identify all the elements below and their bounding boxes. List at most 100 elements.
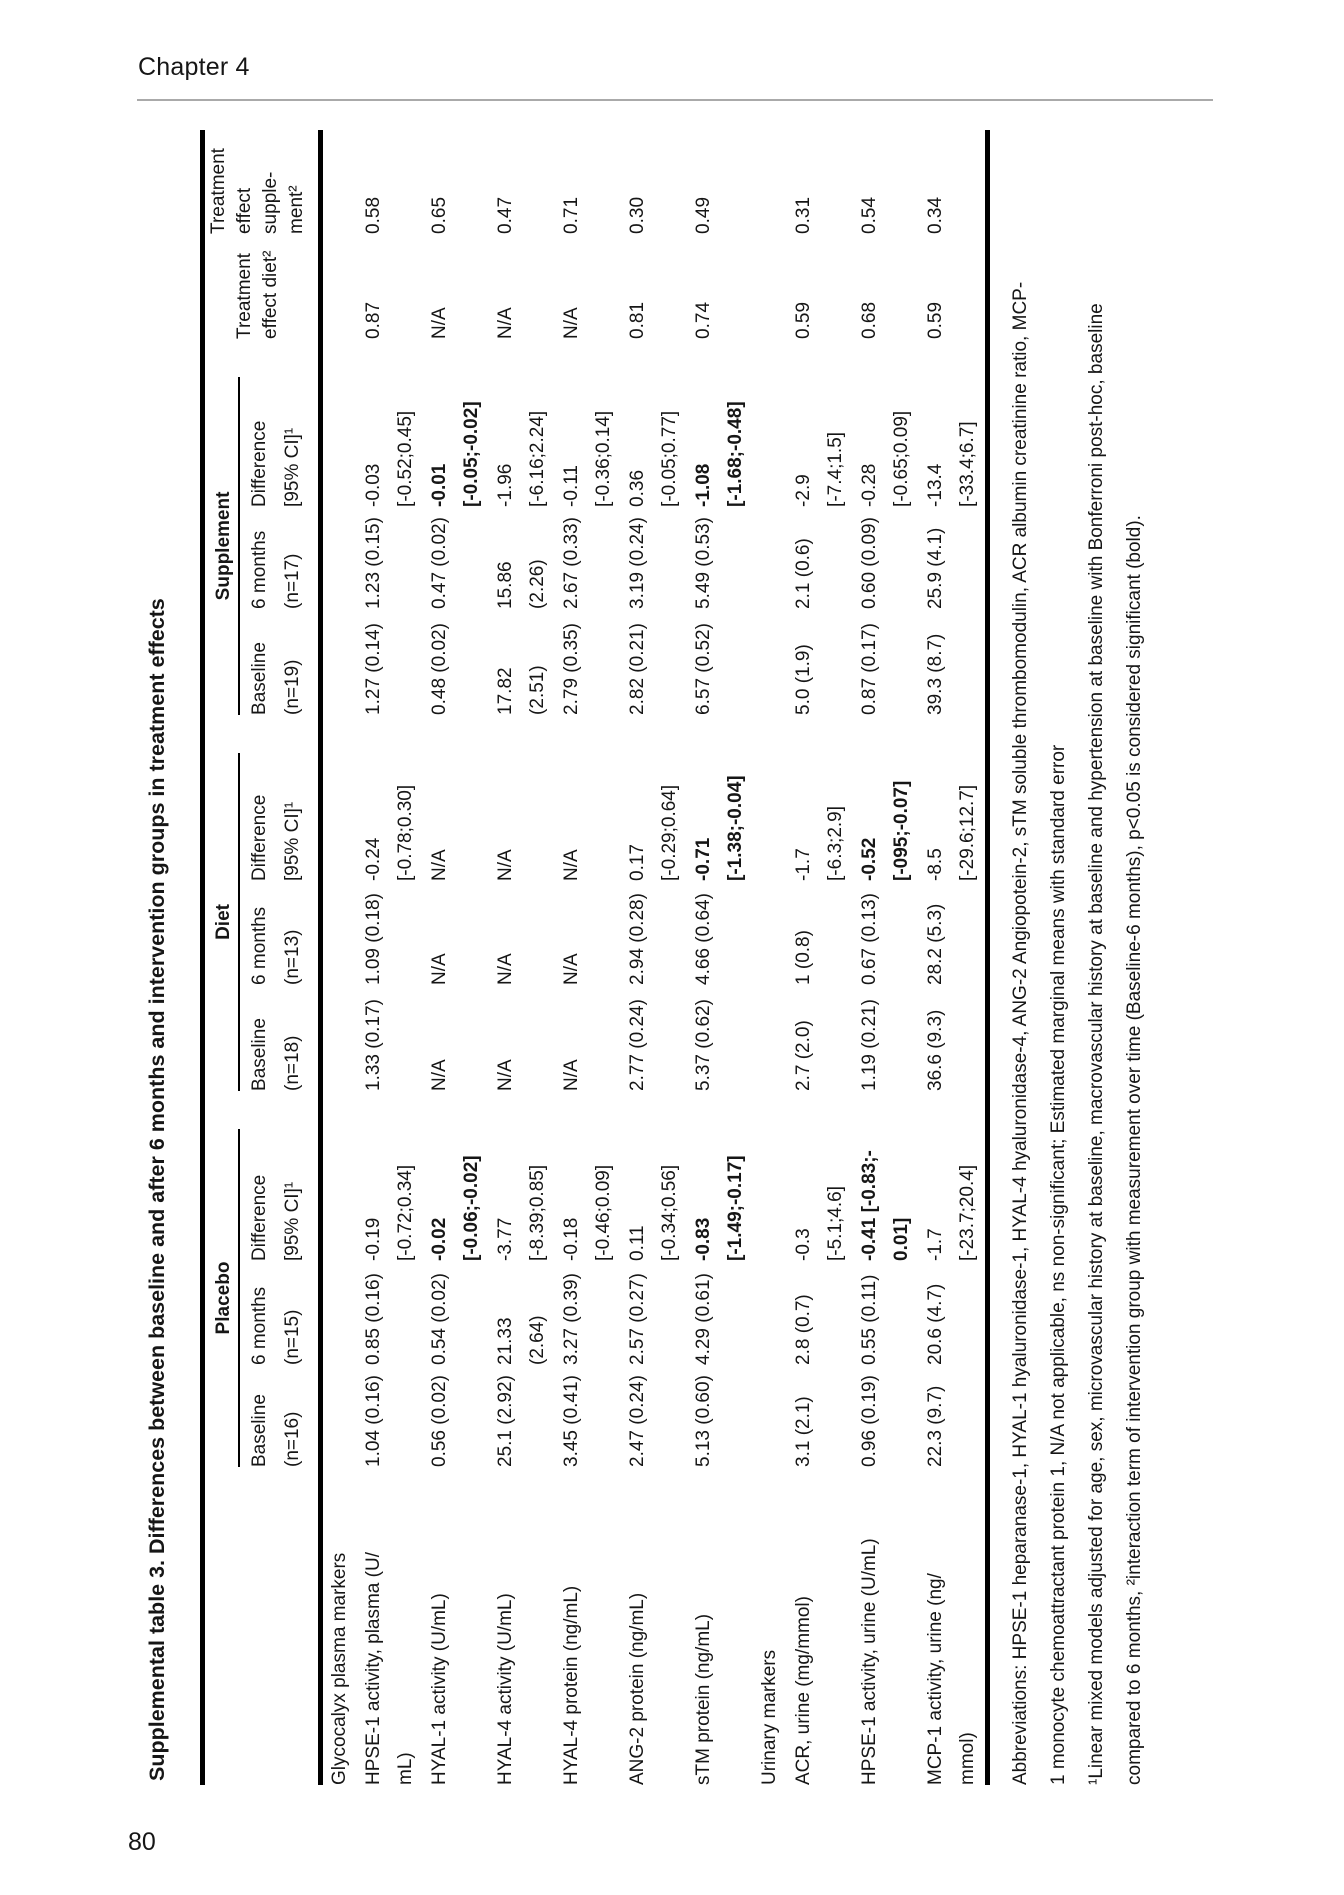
section-label: Urinary markers <box>759 1649 780 1785</box>
data-cell: 0.65 <box>429 196 450 234</box>
col-header: Baseline <box>249 642 270 715</box>
chapter-label: Chapter 4 <box>138 53 250 81</box>
data-cell: -0.19 [-0.72;0.34] <box>363 1164 416 1261</box>
data-cell: 2.67 (0.33) <box>561 517 582 609</box>
group-header-row: Placebo Diet Supplement Treatment effect… <box>203 130 307 1785</box>
data-cell: -0.83 [-1.49;-0.17] <box>693 1155 746 1261</box>
data-cell: 3.27 (0.39) <box>561 1273 582 1365</box>
data-cell: N/A <box>429 849 450 881</box>
rotated-table-container: Supplemental table 3. Differences betwee… <box>140 122 1255 1785</box>
data-cell: 0.49 <box>693 196 714 234</box>
data-cell: -0.52 [-095;-0.07] <box>859 780 912 881</box>
footnotes: Abbreviations: HPSE-1 heparanase-1, HYAL… <box>1002 122 1154 1785</box>
table-title: Supplemental table 3. Differences betwee… <box>145 598 169 1781</box>
col-subheader: (n=13) <box>282 929 303 985</box>
data-cell: 15.86 (2.26) <box>495 559 548 609</box>
data-cell: N/A <box>429 1059 450 1091</box>
group-header-placebo: Placebo <box>203 1091 242 1467</box>
data-cell: -2.9 [-7.4;1.5] <box>793 431 846 507</box>
data-cell: -0.18 [-0.46;0.09] <box>561 1164 614 1261</box>
section-label: Glycocalyx plasma markers <box>329 1552 350 1785</box>
table-row: MCP-1 activity, urine (ng/ mmol) 22.3 (9.… <box>919 130 988 1785</box>
data-cell: 4.29 (0.61) <box>693 1273 714 1365</box>
data-cell: 0.31 <box>793 196 814 234</box>
data-cell: 0.85 (0.16) <box>363 1273 384 1365</box>
data-cell: -0.24 [-0.78;0.30] <box>363 784 416 881</box>
footnote-line: Abbreviations: HPSE-1 heparanase-1, HYAL… <box>1010 281 1031 1785</box>
table-row: HYAL-4 protein (ng/mL) 3.45 (0.41) 3.27 (0… <box>555 130 621 1785</box>
data-cell: 0.56 (0.02) <box>429 1375 450 1467</box>
col-subheader: (n=15) <box>282 1309 303 1365</box>
row-label: HYAL-4 protein (ng/mL) <box>561 1585 582 1785</box>
data-cell: 0.87 (0.17) <box>859 623 880 715</box>
data-cell: 0.96 (0.19) <box>859 1375 880 1467</box>
data-cell: 2.77 (0.24) <box>627 999 648 1091</box>
data-cell: N/A <box>561 849 582 881</box>
col-subheader: [95% CI]¹ <box>282 1181 303 1261</box>
data-cell: 2.79 (0.35) <box>561 623 582 715</box>
col-subheader: [95% CI]¹ <box>282 427 303 507</box>
data-cell: -3.77 [-8.39;0.85] <box>495 1164 548 1261</box>
data-cell: 3.1 (2.1) <box>793 1396 814 1467</box>
data-cell: 0.47 <box>495 196 516 234</box>
data-cell: N/A <box>561 953 582 985</box>
row-label: HPSE-1 activity, urine (U/mL) <box>859 1538 880 1785</box>
data-cell: -0.3 [-5.1;4.6] <box>793 1186 846 1261</box>
col-subheader: [95% CI]¹ <box>282 801 303 881</box>
row-label: sTM protein (ng/mL) <box>693 1613 714 1785</box>
data-cell: 2.1 (0.6) <box>793 538 814 609</box>
group-label: Placebo <box>206 1128 240 1467</box>
data-cell: 5.37 (0.62) <box>693 999 714 1091</box>
data-cell: -0.28 [-0.65;0.09] <box>859 410 912 507</box>
section-row: Urinary markers <box>753 130 787 1785</box>
data-cell: 0.47 (0.02) <box>429 517 450 609</box>
table-body: Glycocalyx plasma markers HPSE-1 activity… <box>321 130 988 1785</box>
data-cell: 1.27 (0.14) <box>363 623 384 715</box>
row-label: HPSE-1 activity, plasma (U/ mL) <box>363 1552 416 1785</box>
data-cell: 0.60 (0.09) <box>859 517 880 609</box>
data-cell: N/A <box>429 953 450 985</box>
data-cell: 0.74 <box>693 301 714 339</box>
col-subheader: (n=16) <box>282 1411 303 1467</box>
data-cell: 0.59 <box>925 301 946 339</box>
data-cell: N/A <box>429 307 450 339</box>
table-row: sTM protein (ng/mL) 5.13 (0.60) 4.29 (0.61… <box>687 130 753 1785</box>
table-row: HPSE-1 activity, plasma (U/ mL) 1.04 (0.1… <box>357 130 423 1785</box>
data-cell: 5.0 (1.9) <box>793 644 814 715</box>
data-cell: 21.33 (2.64) <box>495 1315 548 1365</box>
treatment-effect-supplement-header: Treatment effect supple- ment² <box>208 148 307 234</box>
data-cell: -1.7 [-23.7;20.4] <box>925 1164 978 1261</box>
data-cell: 1.19 (0.21) <box>859 999 880 1091</box>
data-cell: N/A <box>561 307 582 339</box>
data-cell: 22.3 (9.7) <box>925 1385 946 1467</box>
data-cell: 2.7 (2.0) <box>793 1020 814 1091</box>
data-cell: 2.94 (0.28) <box>627 893 648 985</box>
treatment-effect-diet-header: Treatment effect diet² <box>234 250 281 339</box>
col-header: 6 months <box>249 906 270 985</box>
data-cell: 1.33 (0.17) <box>363 999 384 1091</box>
data-cell: N/A <box>495 849 516 881</box>
col-subheader: (n=19) <box>282 659 303 715</box>
page-number: 80 <box>128 1828 156 1856</box>
data-cell: 2.8 (0.7) <box>793 1294 814 1365</box>
row-label: ANG-2 protein (ng/mL) <box>627 1592 648 1785</box>
data-cell: 25.1 (2.92) <box>495 1375 516 1467</box>
table-row: HYAL-4 activity (U/mL) 25.1 (2.92) 21.33 (… <box>489 130 555 1785</box>
data-cell: N/A <box>495 953 516 985</box>
col-subheader: (n=18) <box>282 1035 303 1091</box>
col-header: Baseline <box>249 1394 270 1467</box>
table-row: HPSE-1 activity, urine (U/mL) 0.96 (0.19)… <box>853 130 919 1785</box>
footnote-line: ¹Linear mixed models adjusted for age, s… <box>1086 303 1107 1785</box>
data-cell: 0.59 <box>793 301 814 339</box>
data-cell: 1.04 (0.16) <box>363 1375 384 1467</box>
group-label: Diet <box>206 752 240 1091</box>
data-cell: 0.36 [-0.05;0.77] <box>627 410 680 507</box>
data-cell: 1.23 (0.15) <box>363 517 384 609</box>
group-header-supplement: Supplement <box>203 339 242 715</box>
row-label: HYAL-1 activity (U/mL) <box>429 1593 450 1785</box>
data-cell: 0.71 <box>561 196 582 234</box>
data-cell: 25.9 (4.1) <box>925 527 946 609</box>
group-header-diet: Diet <box>203 715 242 1091</box>
col-header: Difference <box>249 420 270 507</box>
